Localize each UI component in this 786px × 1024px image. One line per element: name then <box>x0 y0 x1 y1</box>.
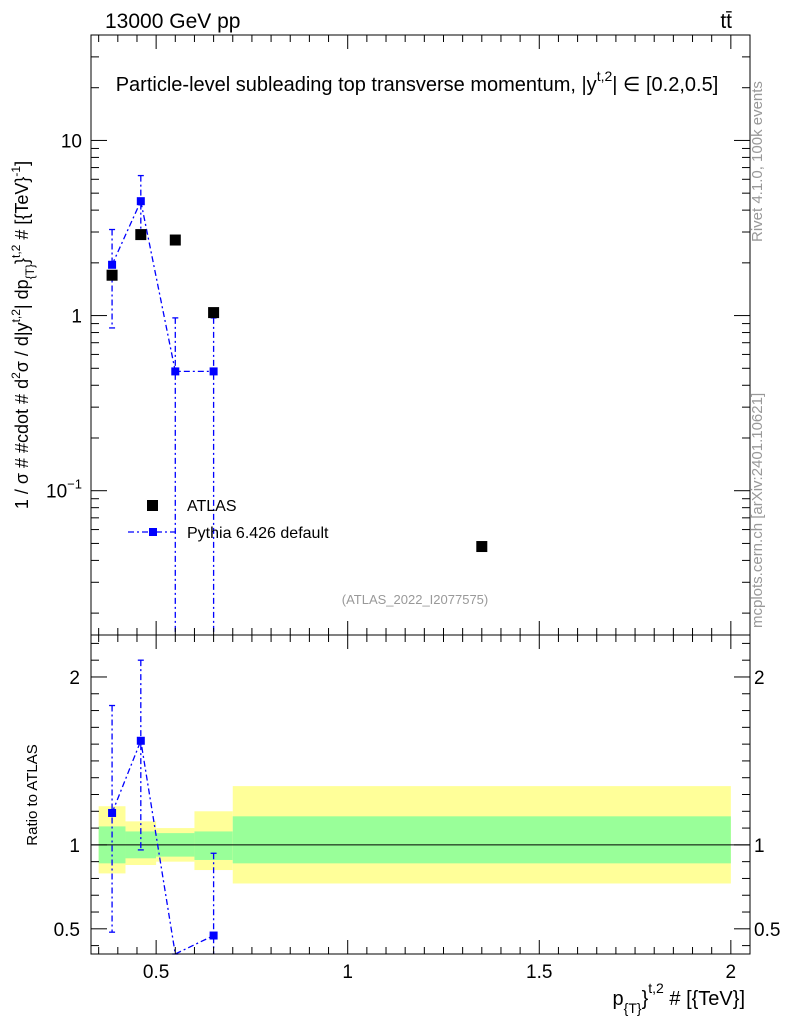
pythia-ratio-point <box>136 736 145 745</box>
main-y-tick-label: 10−1 <box>46 477 82 503</box>
ylabel-part-6: } <box>12 258 32 264</box>
x-tick-label: 2 <box>726 962 737 983</box>
ratio-y-tick-label-right: 0.5 <box>754 920 780 941</box>
main-y-axis-label: 1 / σ # #cdot # d2σ / d|yt,2| dp{T}}t,2 … <box>9 161 37 509</box>
xlabel-part-2: } <box>642 988 649 1010</box>
xlabel-part-4: # [{TeV}] <box>664 988 745 1010</box>
xlabel-part-0: p <box>613 988 624 1010</box>
main-y-tick-label: 1 <box>71 307 82 328</box>
title-prefix: Particle-level subleading top transverse… <box>116 74 597 96</box>
ylabel-part-9: -1 <box>9 166 23 177</box>
pythia-ratio-line <box>111 738 214 955</box>
legend-label-pythia: Pythia 6.426 default <box>187 525 329 542</box>
title-sup: t,2 <box>597 68 613 84</box>
legend-marker-pythia <box>149 528 157 536</box>
legend: ATLAS Pythia 6.426 default <box>128 498 329 542</box>
main-y-tick-label: 10 <box>61 131 82 152</box>
ratio-panel: 0.5 0.5 1 1 2 2 0.5 1 1.5 2 Ratio to ATLAS p{T}}t… <box>24 634 780 1016</box>
atlas-main-point <box>135 229 147 241</box>
legend-label-atlas: ATLAS <box>187 498 237 515</box>
ratio-y-tick-label: 0.5 <box>54 920 80 941</box>
atlas-main-point <box>208 307 220 319</box>
ylabel-part-8: # [{TeV} <box>12 177 32 245</box>
process-label: tt̄ <box>720 10 732 33</box>
pythia-main-point <box>108 260 117 269</box>
x-tick-label: 1.5 <box>526 962 552 983</box>
ylabel-part-7: t,2 <box>9 244 23 258</box>
ratio-y-axis-label: Ratio to ATLAS <box>24 744 41 845</box>
legend-marker-atlas <box>147 500 158 511</box>
pythia-main-point <box>209 367 218 376</box>
ylabel-part-10: ] <box>12 161 32 166</box>
ratio-y-tick-label: 2 <box>69 668 80 689</box>
pythia-main-point <box>171 367 180 376</box>
atlas-main-point <box>106 269 118 281</box>
main-frame <box>90 34 751 636</box>
ratio-band-inner <box>232 816 731 864</box>
ratio-y-tick-label-right: 1 <box>754 836 765 857</box>
pythia-main-point <box>136 197 145 206</box>
x-tick-label: 0.5 <box>143 962 169 983</box>
ylabel-part-1: 2 <box>9 372 23 379</box>
ylabel-part-5: {T} <box>23 264 37 279</box>
ylabel-part-2: σ / d|y <box>12 322 32 372</box>
xlabel-part-3: t,2 <box>648 980 664 996</box>
analysis-watermark: (ATLAS_2022_I2077575) <box>342 592 488 607</box>
ratio-y-tick-label-right: 2 <box>754 668 765 689</box>
pythia-ratio-point <box>108 808 117 817</box>
atlas-main-point <box>169 234 181 246</box>
x-tick-label: 1 <box>342 962 353 983</box>
energy-label: 13000 GeV pp <box>105 10 240 33</box>
main-title: Particle-level subleading top transverse… <box>116 68 719 96</box>
xlabel-part-1: {T} <box>624 1000 642 1016</box>
pythia-main-line <box>111 199 214 373</box>
rivet-version-label: Rivet 4.1.0, 100k events <box>749 81 766 242</box>
ylabel-part-4: | dp <box>12 279 32 309</box>
source-label: mcplots.cern.ch [arXiv:2401.10621] <box>749 393 766 628</box>
ylabel-part-3: t,2 <box>9 309 23 323</box>
ratio-y-tick-label: 1 <box>69 836 80 857</box>
atlas-main-point <box>476 541 488 553</box>
pythia-ratio-point <box>209 931 218 940</box>
x-axis-label: p{T}}t,2 # [{TeV}] <box>613 980 745 1016</box>
title-suffix: | ∈ [0.2,0.5] <box>612 74 718 96</box>
y-tick-label-base: 10 <box>46 482 67 503</box>
y-tick-label-exp: −1 <box>67 477 82 492</box>
ylabel-part-0: 1 / σ # #cdot # d <box>12 379 32 509</box>
